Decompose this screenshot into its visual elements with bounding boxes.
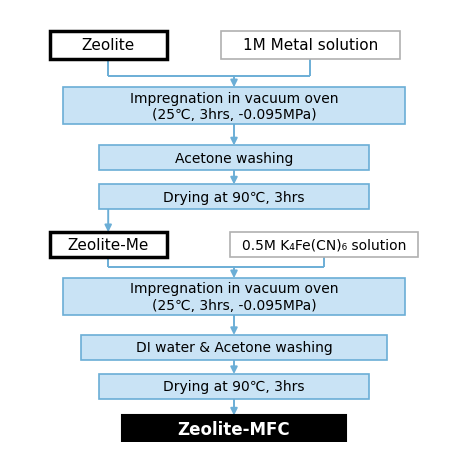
Text: 1M Metal solution: 1M Metal solution [243, 38, 378, 53]
Text: Drying at 90℃, 3hrs: Drying at 90℃, 3hrs [163, 190, 305, 204]
FancyBboxPatch shape [63, 88, 405, 125]
FancyBboxPatch shape [122, 415, 346, 442]
Text: DI water & Acetone washing: DI water & Acetone washing [136, 341, 332, 354]
Text: Zeolite: Zeolite [81, 38, 135, 53]
Text: 0.5M K₄Fe(CN)₆ solution: 0.5M K₄Fe(CN)₆ solution [241, 238, 406, 252]
Text: Acetone washing: Acetone washing [175, 152, 293, 166]
FancyBboxPatch shape [63, 279, 405, 315]
Text: Impregnation in vacuum oven
(25℃, 3hrs, -0.095MPa): Impregnation in vacuum oven (25℃, 3hrs, … [130, 282, 338, 312]
FancyBboxPatch shape [50, 233, 167, 258]
FancyBboxPatch shape [81, 335, 387, 360]
FancyBboxPatch shape [99, 185, 369, 210]
Text: Impregnation in vacuum oven
(25℃, 3hrs, -0.095MPa): Impregnation in vacuum oven (25℃, 3hrs, … [130, 92, 338, 121]
Text: Zeolite-Me: Zeolite-Me [67, 238, 149, 253]
FancyBboxPatch shape [220, 32, 400, 60]
FancyBboxPatch shape [99, 146, 369, 171]
Text: Drying at 90℃, 3hrs: Drying at 90℃, 3hrs [163, 380, 305, 394]
FancyBboxPatch shape [99, 374, 369, 399]
FancyBboxPatch shape [50, 32, 167, 60]
FancyBboxPatch shape [229, 233, 418, 258]
Text: Zeolite-MFC: Zeolite-MFC [178, 420, 290, 438]
